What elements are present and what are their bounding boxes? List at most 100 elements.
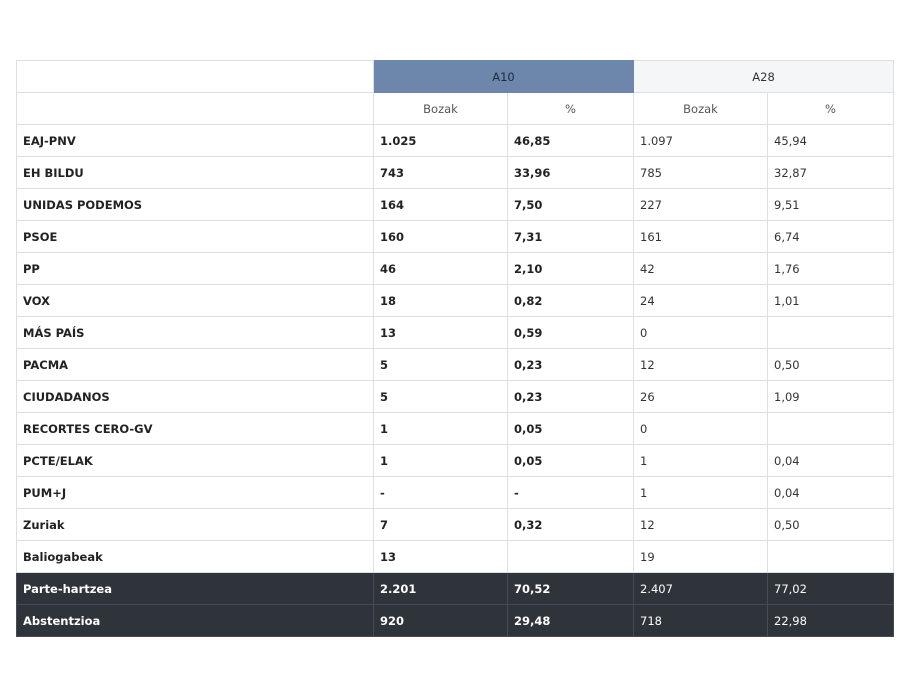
a10-votes-cell: 46 [373, 252, 508, 285]
a28-votes-cell: 2.407 [633, 572, 769, 605]
table-row: MÁS PAÍS 13 0,59 0 [16, 316, 895, 349]
a10-votes-cell: 13 [373, 540, 508, 573]
party-name-cell: Baliogabeak [16, 540, 374, 573]
a28-votes-cell: 1.097 [633, 124, 769, 157]
a28-votes-cell: 1 [633, 476, 769, 509]
table-row: CIUDADANOS 5 0,23 26 1,09 [16, 380, 895, 413]
party-name-cell: MÁS PAÍS [16, 316, 374, 349]
a28-votes-cell: 42 [633, 252, 769, 285]
a28-votes-cell: 161 [633, 220, 769, 253]
a10-pct-cell [506, 540, 635, 573]
results-table: A10 A28 Bozak % Bozak % EAJ-PNV 1.025 46,8… [16, 60, 895, 637]
a10-votes-cell: 920 [373, 604, 508, 637]
a10-votes-cell: 5 [373, 380, 508, 413]
table-row: RECORTES CERO-GV 1 0,05 0 [16, 412, 895, 445]
a10-votes-cell: 164 [373, 188, 508, 221]
table-row: PP 46 2,10 42 1,76 [16, 252, 895, 285]
party-name-cell: PSOE [16, 220, 374, 253]
table-row: PUM+J - -1 0,04 [16, 476, 895, 509]
a10-pct-cell: 0,32 [506, 508, 635, 541]
a28-pct-cell: 32,87 [767, 156, 895, 189]
a28-pct-cell: 1,09 [767, 380, 895, 413]
results-table-container: A10 A28 Bozak % Bozak % EAJ-PNV 1.025 46,8… [16, 60, 895, 637]
table-row: Zuriak 7 0,32 12 0,50 [16, 508, 895, 541]
table-row: EH BILDU 743 33,96 785 32,87 [16, 156, 895, 189]
a10-pct-cell: 7,31 [506, 220, 635, 253]
a10-pct-cell: - [506, 476, 635, 509]
party-name-cell: EAJ-PNV [16, 124, 374, 157]
a28-pct-cell: 22,98 [767, 604, 895, 637]
a10-pct-cell: 0,23 [506, 380, 635, 413]
a10-votes-cell: 13 [373, 316, 508, 349]
results-body: EAJ-PNV 1.025 46,85 1.097 45,94 EH BILDU 743 33… [16, 124, 895, 637]
table-row: EAJ-PNV 1.025 46,85 1.097 45,94 [16, 124, 895, 157]
summary-row: Abstentzioa 920 29,48 718 22,98 [16, 604, 895, 637]
a10-pct-cell: 29,48 [506, 604, 635, 637]
a10-pct-cell: 0,82 [506, 284, 635, 317]
party-name-cell: PP [16, 252, 374, 285]
party-name-cell: RECORTES CERO-GV [16, 412, 374, 445]
a10-pct-cell: 2,10 [506, 252, 635, 285]
a28-votes-cell: 0 [633, 412, 769, 445]
a10-pct-cell: 7,50 [506, 188, 635, 221]
summary-row: Parte-hartzea 2.201 70,52 2.407 77,02 [16, 572, 895, 605]
a28-pct-cell [767, 412, 895, 445]
party-name-cell: UNIDAS PODEMOS [16, 188, 374, 221]
election-header-row: A10 A28 [16, 60, 895, 93]
a10-votes-cell: 743 [373, 156, 508, 189]
a10-pct-cell: 0,23 [506, 348, 635, 381]
election-header-a28: A28 [633, 60, 895, 93]
party-name-cell: Abstentzioa [16, 604, 374, 637]
a28-pct-cell: 0,50 [767, 348, 895, 381]
a28-pct-cell: 9,51 [767, 188, 895, 221]
a28-votes-cell: 26 [633, 380, 769, 413]
a28-pct-cell: 45,94 [767, 124, 895, 157]
a10-pct-header: % [506, 92, 635, 125]
a10-votes-cell: 160 [373, 220, 508, 253]
party-name-cell: PUM+J [16, 476, 374, 509]
a28-votes-cell: 785 [633, 156, 769, 189]
a28-votes-cell: 227 [633, 188, 769, 221]
election-header-a10: A10 [372, 60, 635, 93]
party-name-cell: EH BILDU [16, 156, 374, 189]
a10-votes-header: Bozak [373, 92, 508, 125]
corner-cell [16, 60, 374, 93]
a28-votes-header: Bozak [633, 92, 769, 125]
a10-pct-cell: 0,59 [506, 316, 635, 349]
a28-pct-cell: 1,76 [767, 252, 895, 285]
a10-votes-cell: - [373, 476, 508, 509]
table-row: Baliogabeak 13 19 [16, 540, 895, 573]
column-header-row: Bozak % Bozak % [16, 92, 895, 125]
a10-pct-cell: 33,96 [506, 156, 635, 189]
a28-pct-cell: 6,74 [767, 220, 895, 253]
a28-pct-cell [767, 540, 895, 573]
party-name-cell: VOX [16, 284, 374, 317]
table-row: VOX 18 0,82 24 1,01 [16, 284, 895, 317]
a28-votes-cell: 1 [633, 444, 769, 477]
party-name-cell: PACMA [16, 348, 374, 381]
a28-votes-cell: 24 [633, 284, 769, 317]
a10-pct-cell: 0,05 [506, 444, 635, 477]
a10-pct-cell: 0,05 [506, 412, 635, 445]
a10-votes-cell: 7 [373, 508, 508, 541]
a10-votes-cell: 1 [373, 412, 508, 445]
a28-pct-cell: 1,01 [767, 284, 895, 317]
a28-pct-cell: 77,02 [767, 572, 895, 605]
table-row: PSOE 160 7,31 161 6,74 [16, 220, 895, 253]
a10-pct-cell: 70,52 [506, 572, 635, 605]
party-name-cell: CIUDADANOS [16, 380, 374, 413]
a28-votes-cell: 12 [633, 508, 769, 541]
a28-pct-header: % [767, 92, 895, 125]
a10-votes-cell: 2.201 [373, 572, 508, 605]
a28-votes-cell: 0 [633, 316, 769, 349]
a28-pct-cell [767, 316, 895, 349]
table-row: PCTE/ELAK 1 0,05 1 0,04 [16, 444, 895, 477]
table-row: UNIDAS PODEMOS 164 7,50 227 9,51 [16, 188, 895, 221]
a28-pct-cell: 0,04 [767, 444, 895, 477]
a10-votes-cell: 1 [373, 444, 508, 477]
a28-votes-cell: 19 [633, 540, 769, 573]
party-name-cell: Zuriak [16, 508, 374, 541]
a28-votes-cell: 12 [633, 348, 769, 381]
party-header-cell [16, 92, 374, 125]
party-name-cell: PCTE/ELAK [16, 444, 374, 477]
